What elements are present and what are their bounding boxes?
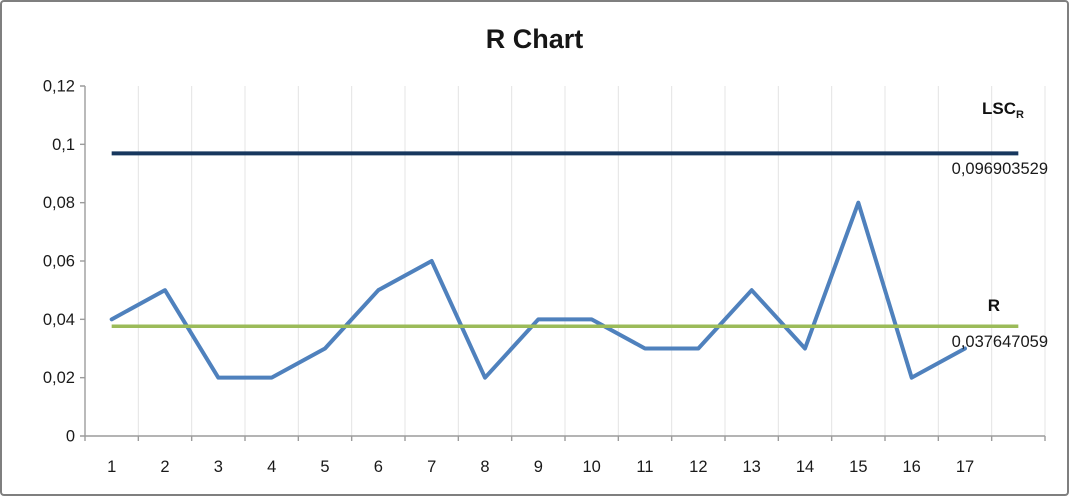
data-series-line [109,200,967,380]
x-axis-category-label: 16 [902,458,920,476]
chart-title: R Chart [485,24,584,54]
x-axis-category-label: 11 [636,458,653,476]
x-axis-category-label: 2 [160,458,169,476]
lsc-label-text: LSC [982,99,1017,118]
x-axis-category-label: 3 [214,458,223,476]
y-axis-tick-label: 0 [66,428,75,446]
y-axis-tick-label: 0,12 [43,78,75,96]
x-axis-category-label: 10 [582,458,600,476]
center-line-label: R [987,296,1000,315]
x-axis-category-label: 17 [956,458,974,476]
x-axis-category-label: 7 [427,458,436,476]
lsc-label-subscript: R [1016,109,1024,121]
x-axis-category-label: 6 [374,458,383,476]
y-axis-tick-label: 0,1 [52,136,75,154]
x-axis-category-label: 15 [849,458,867,476]
x-axis-category-label: 12 [689,458,707,476]
y-axis-tick-label: 0,04 [43,311,75,329]
x-axis-category-label: 4 [267,458,276,476]
y-axis-tick-label: 0,06 [43,253,75,271]
lsc-annotation-label: LSCR [982,99,1024,121]
y-axis-tick-label: 0,08 [43,194,75,212]
center-line-value-label: 0,037647059 [951,333,1048,351]
y-axis-tick-label: 0,02 [43,369,75,387]
x-axis-category-label: 13 [742,458,760,476]
x-axis-category-label: 8 [480,458,489,476]
x-axis-category-label: 9 [534,458,543,476]
x-axis-category-label: 5 [320,458,329,476]
x-axis-category-label: 1 [107,458,116,476]
lsc-value-label: 0,096903529 [951,160,1048,178]
x-axis-category-label: 14 [796,458,814,476]
